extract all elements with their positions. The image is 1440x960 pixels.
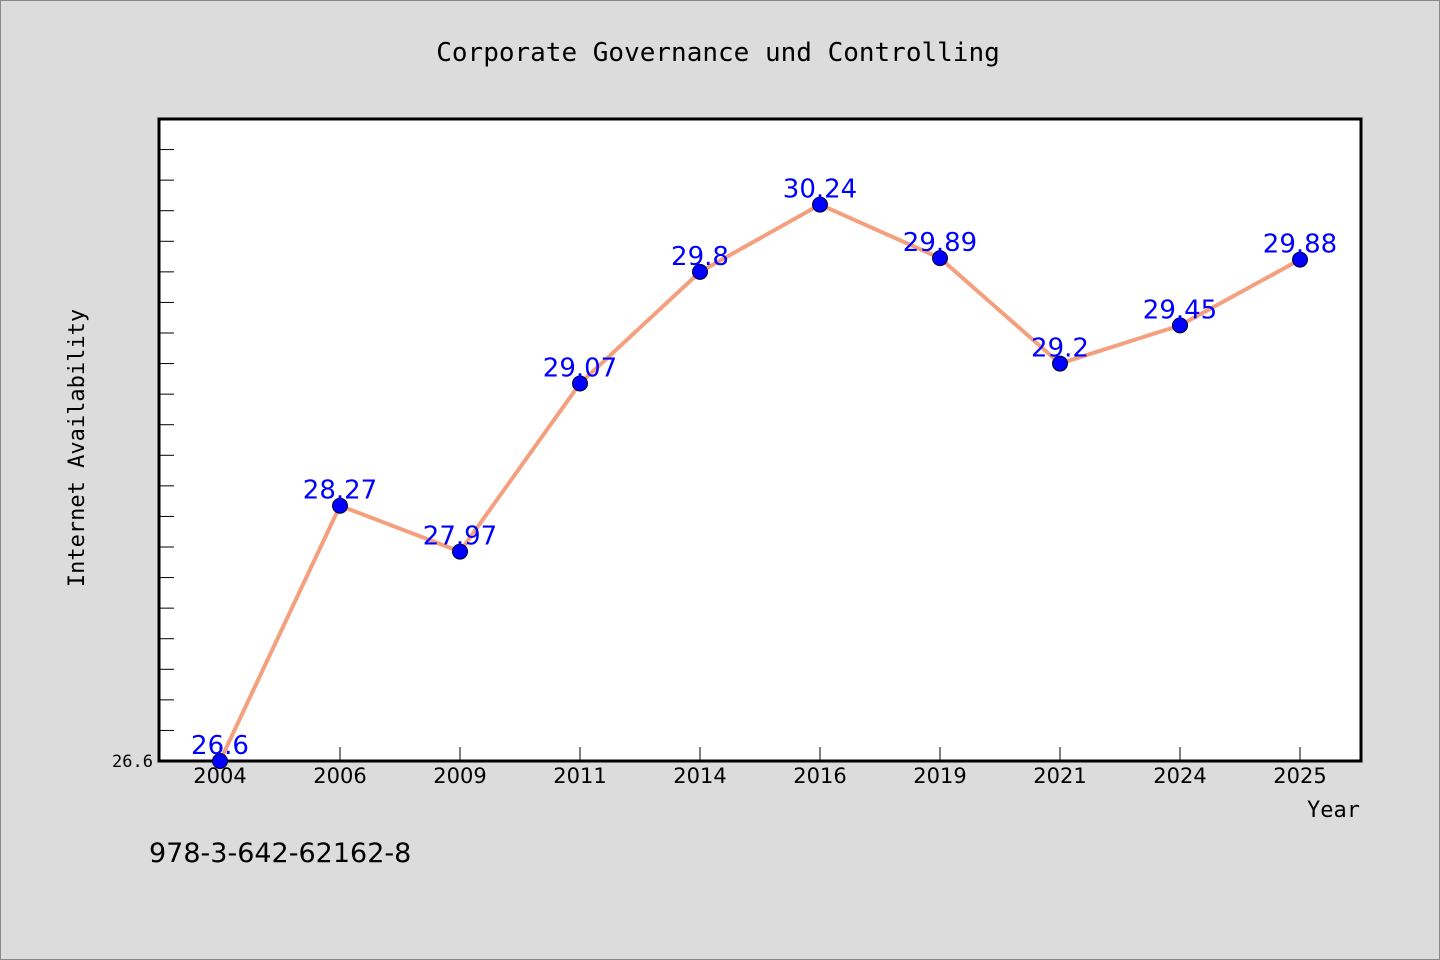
series-line — [218, 202, 1301, 762]
y-axis-label: Internet Availability — [65, 309, 90, 587]
data-label: 28.27 — [303, 476, 377, 506]
data-point — [1172, 317, 1188, 334]
x-axis-ticks: 2004 2006 2009 2011 2014 2016 2019 2021 2024 2025 — [193, 747, 1327, 788]
data-label: 29.07 — [543, 353, 617, 383]
x-tick-label: 2024 — [1153, 764, 1206, 788]
chart-title: Corporate Governance und Controlling — [436, 38, 1000, 68]
x-tick-label: 2006 — [313, 764, 366, 788]
data-point — [332, 497, 348, 514]
plot-area — [157, 117, 1363, 763]
x-tick-label: 2019 — [913, 764, 966, 788]
data-point — [692, 263, 708, 280]
data-label: 29.8 — [671, 242, 729, 272]
data-point — [1052, 355, 1068, 372]
data-label: 29.89 — [903, 228, 977, 258]
x-tick-label: 2009 — [433, 764, 486, 788]
data-labels: 26.6 28.27 27.97 29.07 29.8 30.24 29.89 29.2 29.… — [191, 175, 1337, 761]
series-markers — [212, 196, 1308, 769]
data-point — [212, 753, 228, 769]
data-label: 29.45 — [1143, 295, 1217, 325]
data-label: 27.97 — [423, 522, 497, 552]
data-label: 26.6 — [191, 731, 249, 761]
x-tick-label: 2016 — [793, 764, 846, 788]
data-label: 29.88 — [1263, 230, 1337, 260]
x-tick-label: 2021 — [1033, 764, 1086, 788]
data-point — [812, 196, 828, 213]
x-tick-label: 2025 — [1273, 764, 1326, 788]
data-point — [932, 250, 948, 267]
data-point — [452, 543, 468, 560]
y-tick-label: 26.6 — [112, 752, 153, 772]
data-point — [1292, 251, 1308, 268]
x-tick-label: 2014 — [673, 764, 726, 788]
data-label: 30.24 — [783, 175, 857, 205]
data-label: 29.2 — [1031, 334, 1089, 364]
y-axis-ticks: 26.6 — [112, 149, 174, 772]
x-axis-label: Year — [1307, 798, 1360, 823]
data-point — [572, 375, 588, 392]
x-tick-label: 2011 — [553, 764, 606, 788]
isbn-text: 978-3-642-62162-8 — [149, 838, 411, 869]
